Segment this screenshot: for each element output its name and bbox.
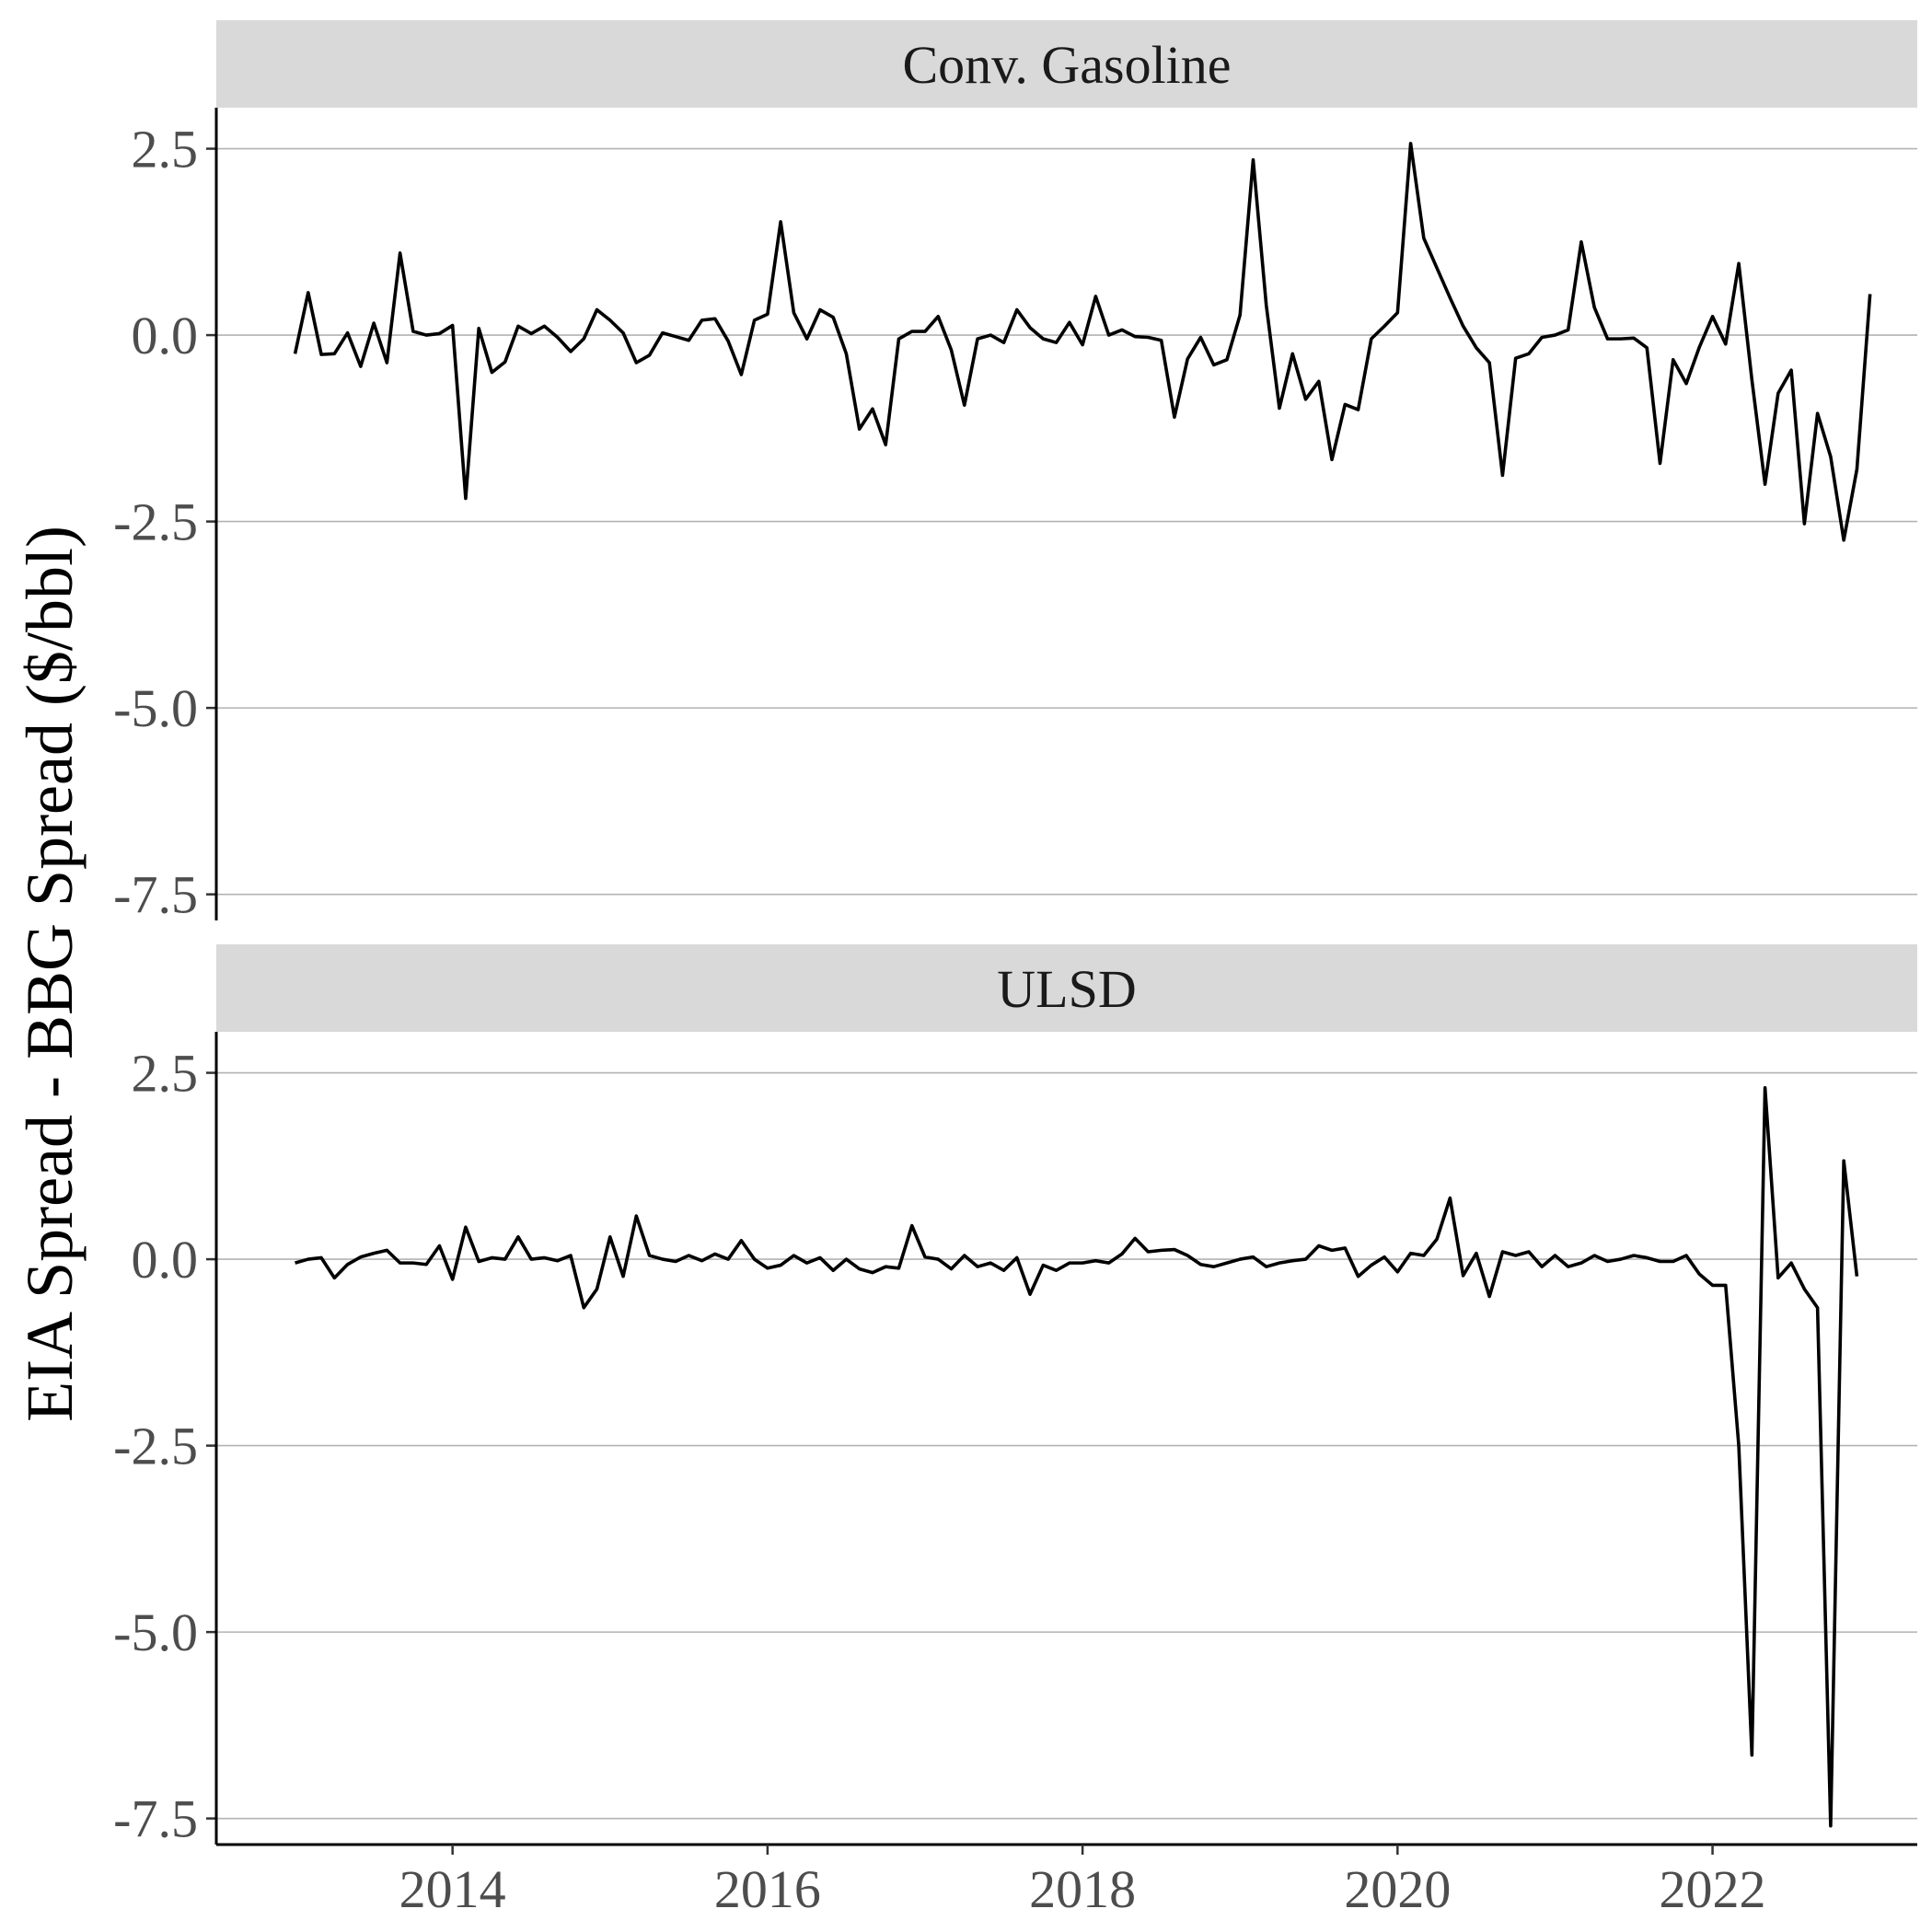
y-tick-label: -5.0 [113, 1602, 198, 1662]
line-series [293, 142, 1872, 542]
x-axis-ticks: 2014 2016 2018 2020 2022 [399, 1845, 1766, 1919]
y-tick-label: -5.0 [113, 678, 198, 738]
x-tick-label: 2014 [399, 1859, 506, 1919]
y-tick-label: 2.5 [132, 120, 199, 179]
y-tick-label: 0.0 [132, 1230, 199, 1290]
x-tick-label: 2020 [1344, 1859, 1451, 1919]
panel-strip [216, 944, 1917, 1032]
panel-conv-gasoline: Conv. Gasoline 2.5 0.0 -2.5 -5.0 -7.5 [113, 20, 1917, 925]
panel-strip [216, 20, 1917, 108]
y-gridlines [216, 1071, 1917, 1820]
y-gridlines [216, 147, 1917, 896]
x-tick-label: 2016 [714, 1859, 821, 1919]
panel-strip-label: ULSD [997, 959, 1136, 1019]
y-tick-label: -2.5 [113, 1417, 198, 1476]
y-tick-label: 0.0 [132, 306, 199, 365]
x-tick-label: 2018 [1029, 1859, 1136, 1919]
panel-ulsd: ULSD 2.5 0.0 -2.5 -5.0 -7.5 [113, 944, 1917, 1849]
y-tick-label: 2.5 [132, 1044, 199, 1104]
line-series [295, 1085, 1859, 1828]
y-tick-label: -7.5 [113, 1789, 198, 1849]
y-axis-label: EIA Spread - BBG Spread ($/bbl) [13, 526, 87, 1422]
x-tick-label: 2022 [1660, 1859, 1766, 1919]
panel-strip-label: Conv. Gasoline [902, 35, 1231, 95]
y-tick-label: -7.5 [113, 865, 198, 925]
y-axis-ticks: 2.5 0.0 -2.5 -5.0 -7.5 [113, 120, 216, 925]
y-axis-ticks: 2.5 0.0 -2.5 -5.0 -7.5 [113, 1044, 216, 1849]
y-tick-label: -2.5 [113, 492, 198, 552]
